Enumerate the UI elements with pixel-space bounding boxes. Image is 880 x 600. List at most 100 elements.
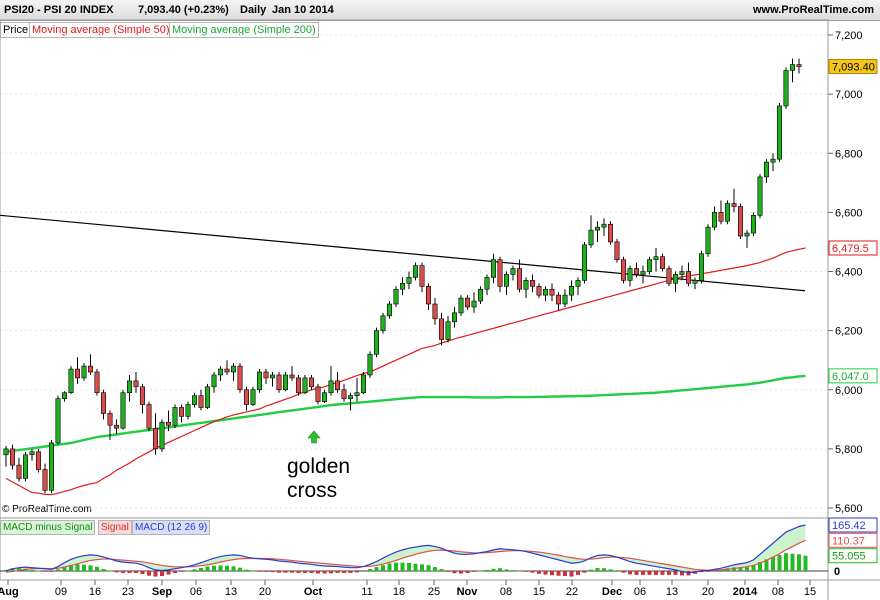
legend-ma200[interactable]: Moving average (Simple 200) [169,22,319,38]
macd-value-tag-text: 165.42 [832,520,866,532]
macd-hist-bar [56,569,60,571]
macd-hist-bar [36,570,41,572]
candle-body [347,395,353,399]
candle-body [601,223,607,228]
candle-body [94,371,100,394]
candle-body [315,386,321,402]
macd-hist-bar [108,570,112,572]
price-tick-label: 6,400 [835,267,863,279]
candles-layer [3,58,802,494]
macd-hist-bar [30,569,34,571]
macd-hist-bar [654,571,658,575]
macd-hist-bar [335,571,340,573]
macd-hist-bar [758,562,762,571]
macd-hist-bar [576,571,580,575]
candle-body [224,368,230,373]
price-tick-label: 6,800 [835,148,863,160]
candle-body [471,300,477,308]
macd-hist-bar [225,565,229,571]
price-tick-label: 7,200 [835,30,863,42]
candle-body [633,268,639,275]
candle-body [328,380,334,394]
macd-hist-bar [95,566,99,571]
time-tick-label: 09 [55,586,67,598]
macd-hist-bar [309,571,314,573]
candle-body [737,206,743,237]
candle-body [412,265,418,278]
candle-body [250,389,256,405]
price-tick-label: 6,600 [835,207,863,219]
candle-body [763,161,769,178]
macd-hist-bar [589,569,593,571]
candle-body [497,259,503,287]
last-quote: 7,093.40 (+0.23%) [138,4,229,16]
candle-body [218,368,224,376]
macd-hist-bar [348,571,353,573]
ma50-line [5,247,806,496]
ma200-tag-text: 6,047.0 [832,371,869,383]
candle-body [562,294,568,305]
candle-body [295,377,301,394]
candle-body [380,315,386,331]
candle-body [529,280,535,287]
legend-macd[interactable]: MACD (12 26 9) [132,520,211,535]
macd-hist-bar [459,571,463,574]
golden-cross-arrow-icon [307,430,321,444]
candle-body [172,407,178,426]
macd-hist-bar [498,568,502,571]
macd-hist-bar [790,553,795,571]
macd-hist-bar [10,568,15,571]
candle-body [614,241,620,260]
macd-hist-bar [777,554,782,571]
candle-body [757,176,763,216]
candle-body [490,259,496,278]
macd-hist-bar [205,566,210,571]
time-tick-label: 11 [361,586,372,598]
legend-signal[interactable]: Signal [98,520,132,535]
candle-body [341,389,347,399]
candle-body [750,215,756,234]
candle-body [653,256,659,260]
candle-body [68,368,74,394]
candle-body [776,105,782,160]
candle-body [61,392,67,399]
macd-hist-bar [75,564,80,571]
candle-body [406,277,412,284]
candle-body [692,280,698,284]
macd-hist-bar [82,564,86,571]
macd-hist-bar [407,562,411,571]
macd-hist-bar [803,555,808,571]
candle-body [29,451,35,456]
candle-body [679,271,685,275]
candle-body [114,424,120,429]
candle-body [282,374,288,391]
candle-body [724,203,730,222]
candle-body [334,380,340,391]
macd-hist-bar [140,571,145,575]
legend-macd-hist[interactable]: MACD minus Signal [0,520,96,535]
ma200-tag-box [828,368,878,384]
macd-hist-bar [413,563,418,571]
candle-body [244,389,250,405]
macd-hist-bar [17,568,21,571]
candle-body [81,365,87,379]
candle-body [705,226,711,255]
candle-body [276,374,282,391]
candle-body [231,365,237,373]
candle-body [698,253,704,281]
candle-body [127,380,133,394]
legend-ma50[interactable]: Moving average (Simple 50) [29,22,173,38]
time-tick-label: 25 [428,586,440,598]
time-tick-label: 06 [190,586,202,598]
macd-hist-bar [374,567,379,571]
candle-body [594,226,600,231]
macd-hist-bar [186,570,190,572]
macd-hist-bar [550,571,554,576]
macd-hist-bar [114,571,119,573]
value-tags: 7,093.40 6,479.5 6,047.0 165.42 110.37 55.055 [828,59,878,564]
ma200-line [5,374,806,453]
candle-body [35,451,41,470]
macd-hist-bar [368,569,372,571]
macd-hist-bar [43,571,47,572]
time-tick-label: 20 [259,586,271,598]
